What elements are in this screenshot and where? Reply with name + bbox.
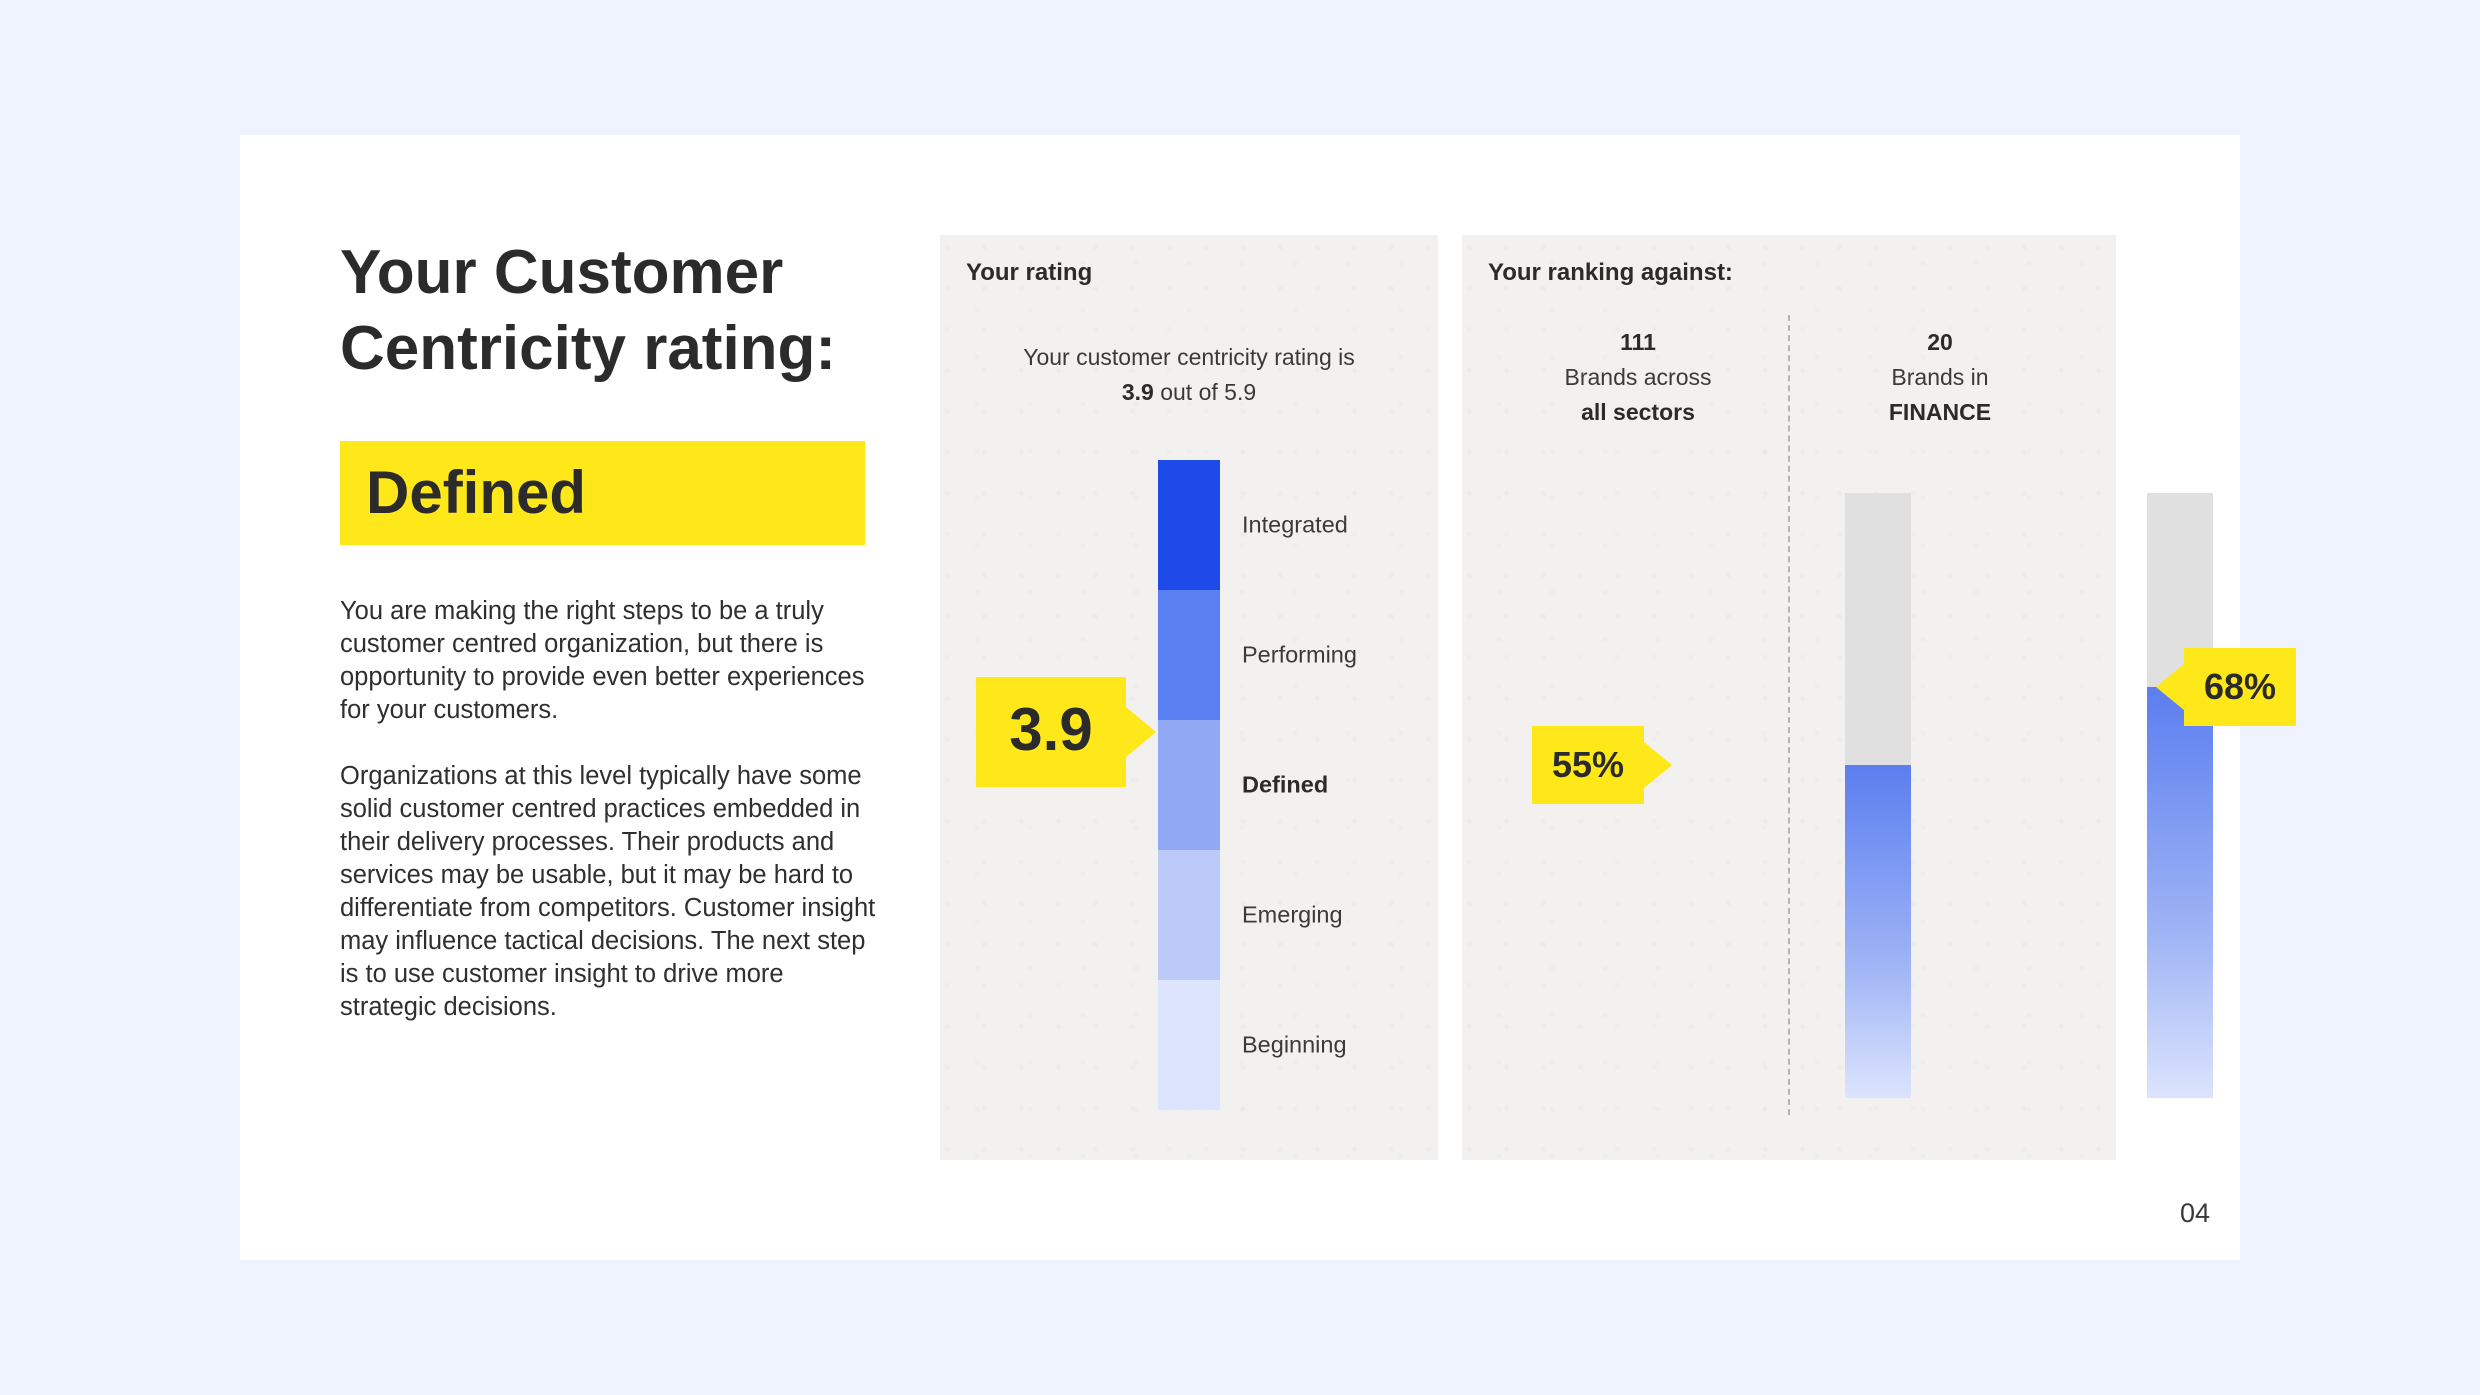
percentile-tag-all-sectors: 55% bbox=[1532, 726, 1644, 804]
column-divider bbox=[1788, 315, 1790, 1115]
ranking-track-finance bbox=[2147, 493, 2213, 1098]
rating-description-line2: 3.9 out of 5.9 bbox=[940, 375, 1438, 410]
slide: Your Customer Centricity rating: Defined… bbox=[240, 135, 2240, 1260]
ranking-fill-finance bbox=[2147, 687, 2213, 1098]
percentile-tag-finance: 68% bbox=[2184, 648, 2296, 726]
rating-description-line1: Your customer centricity rating is bbox=[940, 340, 1438, 375]
rating-level-segment-beginning bbox=[1158, 980, 1220, 1110]
brand-count: 111 bbox=[1508, 325, 1768, 360]
ranking-column-head-all-sectors: 111 Brands across all sectors bbox=[1508, 325, 1768, 430]
rating-panel-title: Your rating bbox=[966, 259, 1092, 287]
page-title: Your Customer Centricity rating: bbox=[340, 235, 900, 387]
score-tag: 3.9 bbox=[976, 677, 1126, 787]
percentile-value: 55% bbox=[1532, 744, 1644, 786]
ranking-fill-all-sectors bbox=[1845, 765, 1911, 1098]
rating-description-suffix: out of 5.9 bbox=[1154, 379, 1256, 405]
level-badge: Defined bbox=[340, 441, 865, 545]
percentile-value: 68% bbox=[2184, 666, 2296, 708]
ranking-panel: Your ranking against: 111 Brands across … bbox=[1462, 235, 2116, 1160]
brand-count-caption: Brands across bbox=[1508, 360, 1768, 395]
ranking-track-all-sectors bbox=[1845, 493, 1911, 1098]
segment-name: FINANCE bbox=[1810, 395, 2070, 430]
rating-description: Your customer centricity rating is 3.9 o… bbox=[940, 340, 1438, 410]
rating-description-score: 3.9 bbox=[1122, 379, 1154, 405]
score-value: 3.9 bbox=[976, 695, 1126, 765]
segment-name: all sectors bbox=[1508, 395, 1768, 430]
rating-level-segment-defined bbox=[1158, 720, 1220, 850]
rating-level-label-performing: Performing bbox=[1242, 642, 1357, 669]
rating-level-label-integrated: Integrated bbox=[1242, 512, 1348, 539]
level-label: Defined bbox=[366, 461, 586, 525]
ranking-panel-title: Your ranking against: bbox=[1488, 259, 1733, 287]
rating-level-segment-integrated bbox=[1158, 460, 1220, 590]
rating-level-segment-performing bbox=[1158, 590, 1220, 720]
rating-panel: Your rating Your customer centricity rat… bbox=[940, 235, 1438, 1160]
rating-level-label-beginning: Beginning bbox=[1242, 1032, 1347, 1059]
rating-level-label-defined: Defined bbox=[1242, 772, 1328, 799]
description-paragraph-1: You are making the right steps to be a t… bbox=[340, 595, 880, 727]
description-paragraph-2: Organizations at this level typically ha… bbox=[340, 760, 880, 1024]
brand-count-caption: Brands in bbox=[1810, 360, 2070, 395]
ranking-column-head-finance: 20 Brands in FINANCE bbox=[1810, 325, 2070, 430]
page-number: 04 bbox=[2180, 1198, 2210, 1229]
rating-level-segment-emerging bbox=[1158, 850, 1220, 980]
brand-count: 20 bbox=[1810, 325, 2070, 360]
rating-level-label-emerging: Emerging bbox=[1242, 902, 1343, 929]
